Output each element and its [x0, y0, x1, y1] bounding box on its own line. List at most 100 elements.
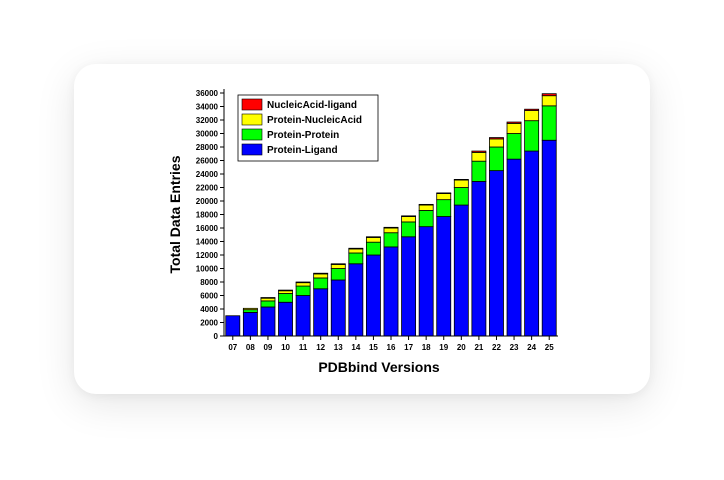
- bar-segment-nucleicacid-ligand-16: [383, 226, 399, 229]
- y-tick-label-0: 0: [214, 332, 219, 341]
- bar-segment-protein-protein-25: [541, 105, 557, 141]
- y-tick-label-12000: 12000: [196, 251, 219, 260]
- bar-segment-nucleicacid-ligand-21: [471, 150, 487, 153]
- legend-swatch-nucleicacid-ligand: [241, 98, 263, 111]
- bar-segment-nucleicacid-ligand-22: [489, 137, 504, 140]
- x-tick-label-19: 19: [439, 343, 448, 352]
- x-tick-label-24: 24: [527, 343, 536, 352]
- y-tick-label-26000: 26000: [196, 157, 219, 166]
- bar-segment-nucleicacid-ligand-10: [278, 289, 293, 292]
- bar-segment-protein-ligand-25: [541, 139, 557, 337]
- bar-segment-protein-protein-17: [401, 221, 417, 238]
- y-tick-label-36000: 36000: [196, 89, 219, 98]
- y-tick-label-16000: 16000: [196, 224, 219, 233]
- bar-segment-nucleicacid-ligand-18: [418, 203, 434, 206]
- bar-segment-nucleicacid-ligand-13: [330, 263, 346, 265]
- y-tick-label-30000: 30000: [196, 130, 219, 139]
- y-tick-label-20000: 20000: [196, 197, 219, 206]
- bar-segment-protein-nucleicacid-11: [295, 282, 311, 287]
- bar-segment-protein-nucleicacid-21: [471, 152, 487, 162]
- x-tick-label-13: 13: [334, 343, 343, 352]
- bar-segment-protein-nucleicacid-09: [260, 297, 276, 302]
- legend-label-protein-nucleicacid: Protein-NucleicAcid: [267, 115, 362, 126]
- bar-segment-protein-protein-14: [348, 252, 364, 265]
- y-tick-label-32000: 32000: [196, 116, 219, 125]
- legend-swatch-protein-nucleicacid: [241, 113, 263, 126]
- y-tick-label-22000: 22000: [196, 184, 219, 193]
- bar-segment-protein-ligand-19: [436, 216, 452, 337]
- bar-segment-protein-ligand-14: [348, 263, 364, 337]
- x-tick-label-18: 18: [422, 343, 431, 352]
- bar-segment-protein-ligand-24: [524, 150, 540, 337]
- bar-segment-nucleicacid-ligand-17: [401, 215, 417, 217]
- bar-segment-protein-protein-19: [436, 199, 452, 217]
- legend-label-protein-protein: Protein-Protein: [267, 130, 339, 141]
- x-tick-label-09: 09: [263, 343, 272, 352]
- bar-segment-nucleicacid-ligand-20: [453, 179, 469, 181]
- bar-segment-protein-protein-16: [383, 232, 399, 248]
- bar-segment-protein-nucleicacid-12: [313, 273, 329, 279]
- bar-segment-nucleicacid-ligand-12: [313, 272, 329, 275]
- bar-segment-nucleicacid-ligand-24: [524, 108, 540, 111]
- bar-segment-protein-nucleicacid-17: [401, 216, 417, 223]
- bar-segment-protein-protein-13: [330, 268, 346, 281]
- bar-segment-protein-ligand-10: [278, 301, 293, 337]
- bar-segment-protein-ligand-17: [401, 236, 417, 337]
- bar-segment-protein-protein-12: [313, 277, 329, 290]
- x-tick-label-17: 17: [404, 343, 413, 352]
- x-tick-label-11: 11: [299, 343, 308, 352]
- bar-segment-protein-nucleicacid-13: [330, 264, 346, 269]
- bar-segment-protein-nucleicacid-20: [453, 179, 469, 188]
- y-tick-label-18000: 18000: [196, 211, 219, 220]
- bar-segment-protein-nucleicacid-08: [242, 307, 258, 311]
- bar-segment-nucleicacid-ligand-11: [295, 281, 311, 284]
- bar-segment-protein-protein-22: [489, 146, 504, 172]
- bar-segment-protein-protein-18: [418, 210, 434, 228]
- x-tick-label-16: 16: [387, 343, 396, 352]
- axes-layer: 0200040006000800010000120001400016000180…: [196, 89, 558, 352]
- x-tick-label-22: 22: [492, 343, 501, 352]
- legend-label-protein-ligand: Protein-Ligand: [267, 145, 338, 156]
- x-tick-label-23: 23: [510, 343, 519, 352]
- bar-segment-protein-protein-23: [506, 133, 522, 160]
- bar-segment-protein-nucleicacid-19: [436, 193, 452, 201]
- x-tick-label-14: 14: [351, 343, 360, 352]
- y-axis-title: Total Data Entries: [167, 155, 183, 273]
- bar-segment-protein-protein-10: [278, 293, 293, 303]
- bar-segment-protein-nucleicacid-14: [348, 248, 364, 254]
- x-tick-label-07: 07: [228, 343, 237, 352]
- bar-segment-protein-nucleicacid-16: [383, 227, 399, 234]
- bar-segment-protein-nucleicacid-22: [489, 138, 504, 148]
- bar-segment-nucleicacid-ligand-19: [436, 192, 452, 194]
- bar-segment-protein-nucleicacid-24: [524, 110, 540, 122]
- y-tick-label-34000: 34000: [196, 103, 219, 112]
- y-tick-label-14000: 14000: [196, 238, 219, 247]
- bar-segment-protein-ligand-20: [453, 204, 469, 337]
- x-tick-label-08: 08: [246, 343, 255, 352]
- bar-segment-protein-ligand-13: [330, 279, 346, 337]
- y-tick-label-2000: 2000: [200, 319, 218, 328]
- chart-card: 0 2000 4000 6000 8000 10000 12000 14000 16000 180…: [74, 64, 650, 394]
- bar-segment-protein-protein-20: [453, 187, 469, 206]
- x-tick-label-21: 21: [474, 343, 483, 352]
- bar-segment-protein-ligand-12: [313, 288, 329, 337]
- legend-swatch-protein-ligand: [241, 143, 263, 156]
- bar-segment-protein-nucleicacid-18: [418, 204, 434, 211]
- stacked-bar-chart: 0200040006000800010000120001400016000180…: [167, 89, 558, 375]
- bar-segment-protein-ligand-16: [383, 246, 399, 337]
- y-tick-label-6000: 6000: [200, 292, 218, 301]
- bar-segment-protein-protein-15: [365, 241, 381, 256]
- bar-segment-protein-nucleicacid-23: [506, 122, 522, 134]
- bar-segment-nucleicacid-ligand-15: [365, 236, 381, 238]
- bar-segment-protein-ligand-07: [225, 315, 241, 337]
- x-axis-title: PDBbind Versions: [318, 359, 440, 375]
- bar-segment-nucleicacid-ligand-09: [260, 297, 276, 299]
- bar-segment-protein-protein-11: [295, 285, 311, 296]
- bar-segment-protein-ligand-21: [471, 181, 487, 337]
- y-tick-label-28000: 28000: [196, 143, 219, 152]
- x-tick-label-15: 15: [369, 343, 378, 352]
- bar-segment-protein-protein-08: [242, 309, 258, 313]
- bar-segment-protein-nucleicacid-25: [541, 95, 557, 107]
- bar-segment-protein-ligand-15: [365, 254, 381, 337]
- x-tick-label-25: 25: [545, 343, 554, 352]
